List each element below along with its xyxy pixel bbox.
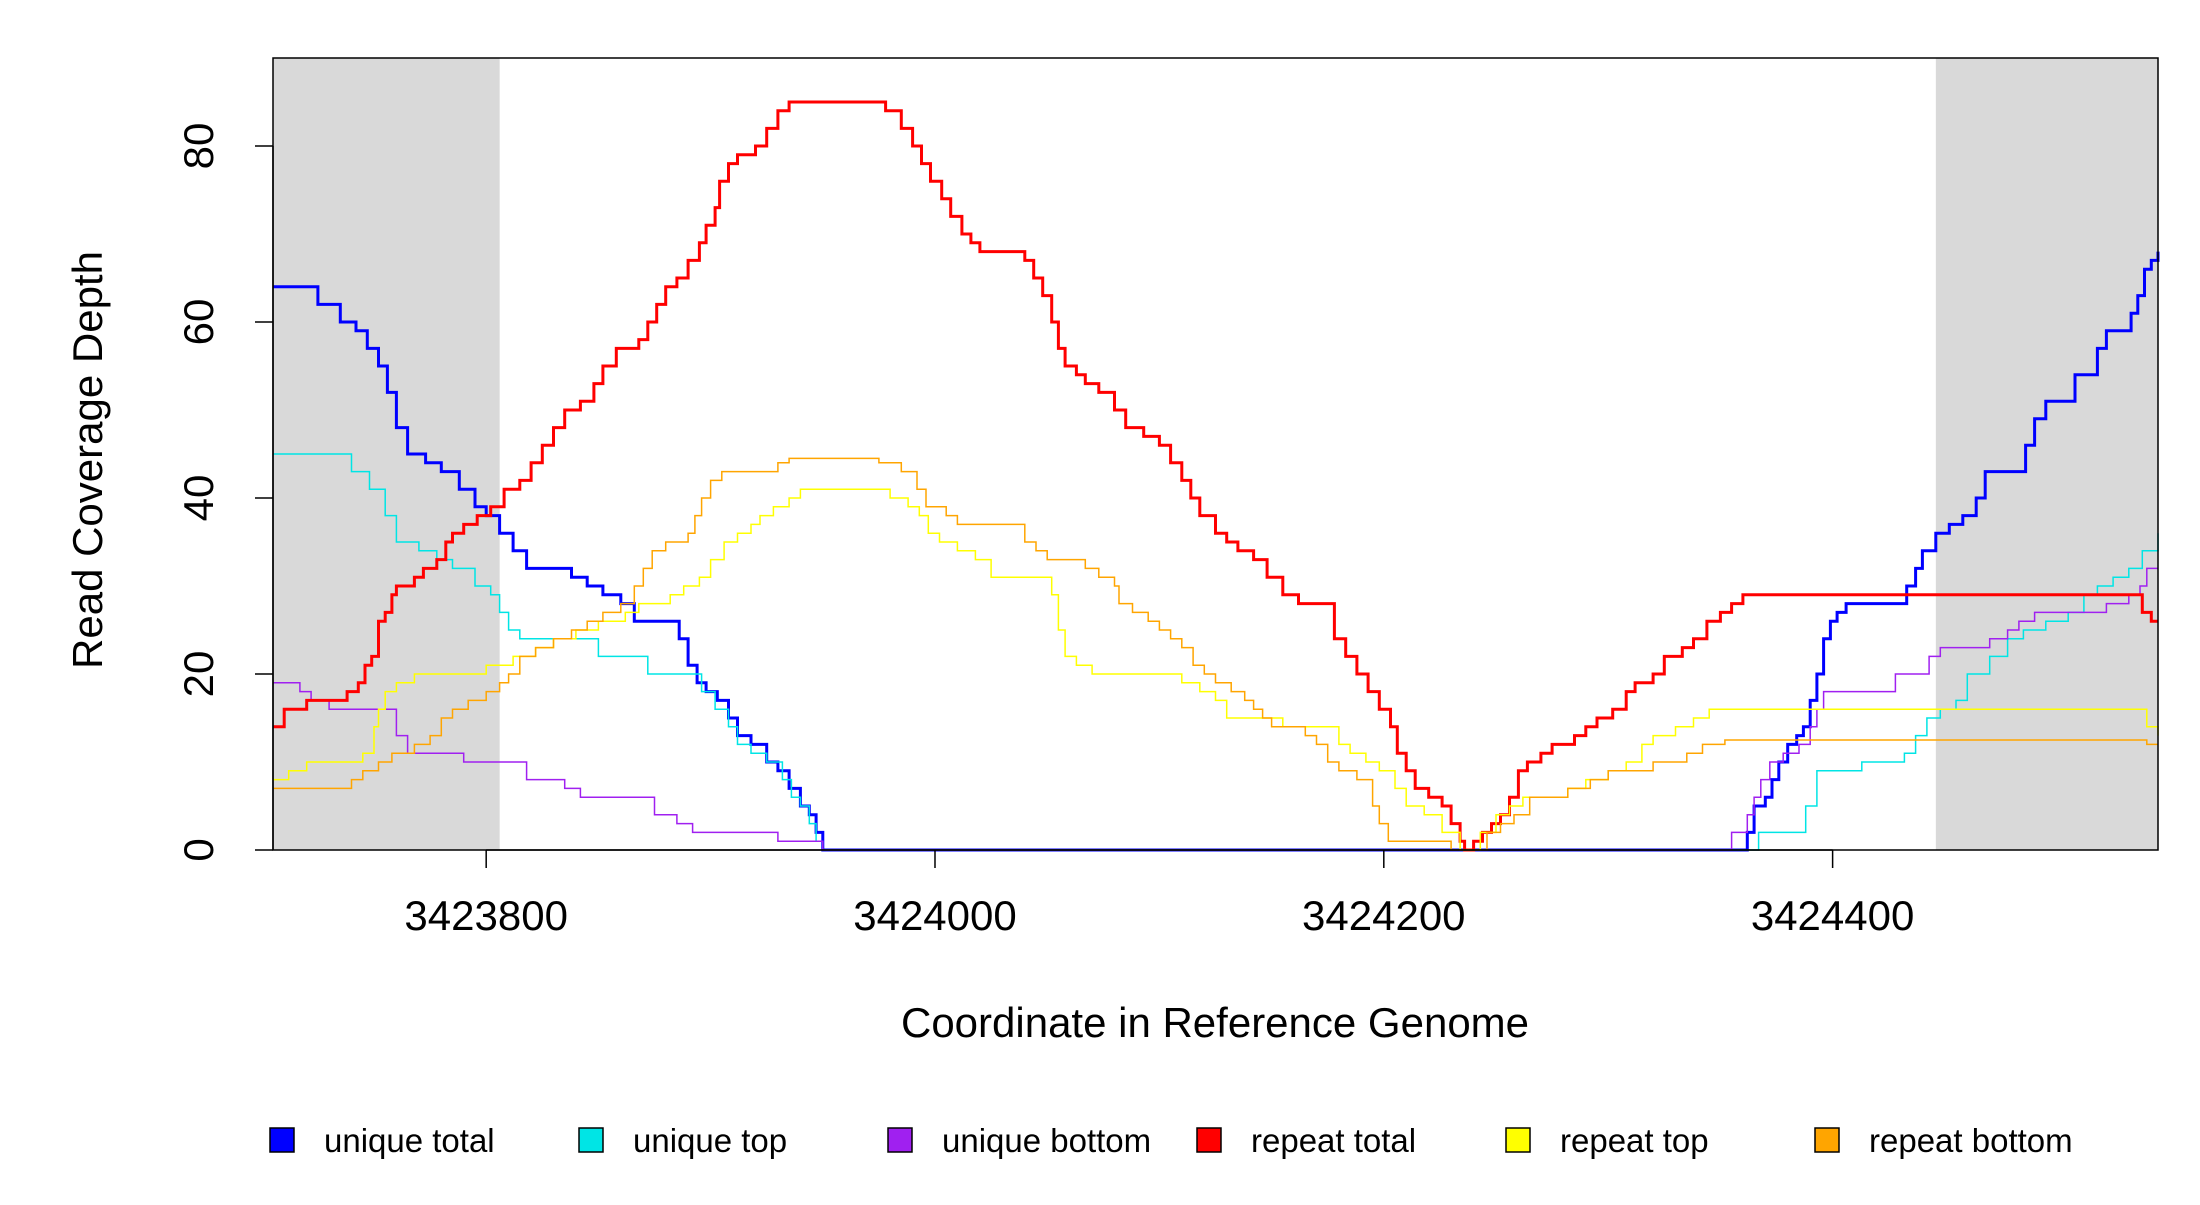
series-line-unique-total xyxy=(273,251,2160,852)
x-tick-label: 3424200 xyxy=(1302,892,1466,939)
y-axis-ticks: 0 20 40 60 80 xyxy=(175,123,273,862)
legend-label: repeat top xyxy=(1560,1122,1709,1159)
y-tick-label: 0 xyxy=(175,838,222,861)
legend-label: unique top xyxy=(633,1122,787,1159)
legend-swatch xyxy=(269,1127,295,1153)
legend-label: repeat bottom xyxy=(1869,1122,2073,1159)
legend: unique total unique top unique bottom repea… xyxy=(269,1122,2073,1159)
series-line-unique-top xyxy=(273,453,2159,851)
legend-label: repeat total xyxy=(1251,1122,1416,1159)
legend-label: unique bottom xyxy=(942,1122,1151,1159)
legend-label: unique total xyxy=(324,1122,495,1159)
x-tick-label: 3424400 xyxy=(1751,892,1915,939)
legend-swatch xyxy=(887,1127,913,1153)
y-axis-label: Read Coverage Depth xyxy=(64,251,111,669)
plot-frame xyxy=(272,57,2159,851)
series-line-repeat-total xyxy=(273,100,2158,852)
legend-swatch xyxy=(1196,1127,1222,1153)
shaded-regions xyxy=(273,58,2158,850)
y-tick-label: 60 xyxy=(175,299,222,346)
x-axis-label: Coordinate in Reference Genome xyxy=(901,999,1529,1046)
series-line-repeat-top xyxy=(273,488,2159,851)
y-tick-label: 80 xyxy=(175,123,222,170)
legend-swatch xyxy=(578,1127,604,1153)
legend-swatch xyxy=(1505,1127,1531,1153)
series-line-unique-bottom xyxy=(273,567,2158,851)
y-tick-label: 40 xyxy=(175,475,222,522)
x-axis-ticks: 3423800 3424000 3424200 3424400 xyxy=(404,850,1914,939)
legend-swatch xyxy=(1814,1127,1840,1153)
shaded-region-2 xyxy=(1935,58,2158,850)
y-tick-label: 20 xyxy=(175,651,222,698)
x-tick-label: 3424000 xyxy=(853,892,1017,939)
x-tick-label: 3423800 xyxy=(404,892,568,939)
series-lines xyxy=(273,100,2160,852)
